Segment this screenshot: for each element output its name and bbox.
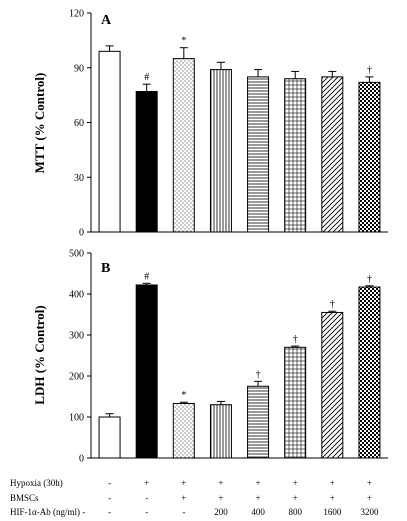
condition-row-label: BMSCs xyxy=(10,493,39,503)
condition-cell: + xyxy=(330,478,335,488)
bar-b-5 xyxy=(247,385,270,459)
panel-letter-a: A xyxy=(101,13,112,28)
y-tick-label-b: 0 xyxy=(79,454,84,465)
bar-b-2 xyxy=(135,284,158,459)
bar-a-2 xyxy=(135,90,158,233)
condition-cell: - xyxy=(108,493,111,503)
significance-mark-b-3: * xyxy=(181,390,186,401)
y-tick-label-b: 500 xyxy=(69,249,84,260)
bar-a-7 xyxy=(321,76,344,233)
condition-cell: - xyxy=(108,478,111,488)
panel-a-chart: 0 30 60 90 120 MTT (% Control) A # * † xyxy=(32,9,388,239)
condition-cell: + xyxy=(218,478,223,488)
condition-row-label: HIF-1α-Ab (ng/ml) - xyxy=(10,507,85,517)
bar-a-5 xyxy=(247,76,270,233)
significance-mark-b-2: # xyxy=(144,271,149,282)
condition-cell: + xyxy=(367,478,372,488)
significance-mark-b-5: † xyxy=(256,369,261,380)
bar-b-7 xyxy=(321,311,344,459)
significance-mark-a-8: † xyxy=(367,65,372,76)
y-tick-label-a: 60 xyxy=(74,118,84,129)
bar-b-4 xyxy=(209,404,232,459)
condition-cell: + xyxy=(256,478,261,488)
significance-mark-b-8: † xyxy=(367,274,372,285)
condition-cell: + xyxy=(218,493,223,503)
y-tick-label-a: 90 xyxy=(74,63,84,74)
condition-cell: + xyxy=(293,478,298,488)
condition-row-label: Hypoxia (30h) xyxy=(10,478,63,488)
condition-cell: - xyxy=(145,507,148,517)
y-tick-label-b: 100 xyxy=(69,413,84,424)
y-axis-title-b: LDH (% Control) xyxy=(32,305,47,404)
bar-a-3 xyxy=(172,58,195,233)
significance-mark-b-7: † xyxy=(330,299,335,310)
condition-cell: 800 xyxy=(288,507,302,517)
significance-mark-a-2: # xyxy=(144,72,149,83)
y-tick-label-b: 400 xyxy=(69,290,84,301)
condition-cell: + xyxy=(181,493,186,503)
y-axis-title-a: MTT (% Control) xyxy=(32,73,47,174)
bar-a-6 xyxy=(284,78,307,233)
condition-cell: + xyxy=(367,493,372,503)
bar-b-1 xyxy=(98,416,121,459)
condition-cell: 400 xyxy=(251,507,265,517)
significance-mark-b-6: † xyxy=(293,334,298,345)
y-tick-label-b: 200 xyxy=(69,372,84,383)
condition-cell: + xyxy=(144,478,149,488)
condition-cell: - xyxy=(182,507,185,517)
bar-b-3 xyxy=(172,402,195,459)
bar-b-8 xyxy=(358,286,381,459)
y-tick-label-a: 120 xyxy=(69,9,84,20)
y-tick-label-b: 300 xyxy=(69,331,84,342)
bar-a-8 xyxy=(358,81,381,233)
significance-mark-a-3: * xyxy=(181,36,186,47)
bar-b-6 xyxy=(284,346,307,459)
panel-letter-b: B xyxy=(101,261,110,276)
panel-b-chart: 0 100 200 300 400 500 LDH (% Control) B # * † † † † xyxy=(32,249,388,465)
y-tick-label-a: 0 xyxy=(79,228,84,239)
condition-cell: - xyxy=(108,507,111,517)
condition-cell: 200 xyxy=(214,507,228,517)
condition-cell: 3200 xyxy=(360,507,379,517)
condition-cell: 1600 xyxy=(323,507,342,517)
condition-table: Hypoxia (30h) - + + + + + + + BMSCs - - + + + + + + HIF-1α… xyxy=(10,478,379,517)
condition-cell: + xyxy=(181,478,186,488)
condition-cell: + xyxy=(330,493,335,503)
condition-cell: - xyxy=(145,493,148,503)
y-tick-label-a: 30 xyxy=(74,173,84,184)
bar-a-4 xyxy=(209,69,232,233)
condition-cell: + xyxy=(293,493,298,503)
condition-cell: + xyxy=(256,493,261,503)
bar-a-1 xyxy=(98,50,121,233)
